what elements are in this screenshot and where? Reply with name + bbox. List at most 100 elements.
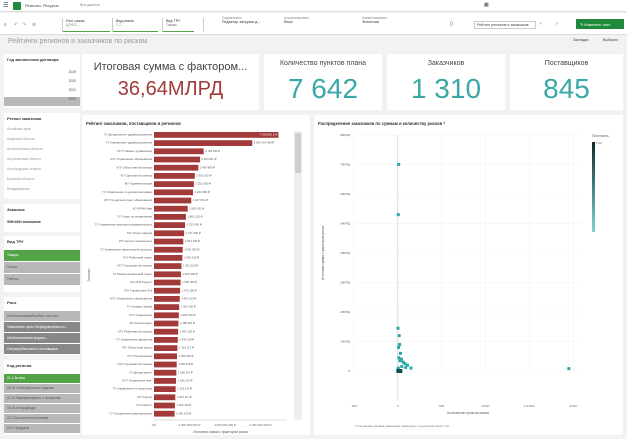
- bar[interactable]: [154, 369, 177, 376]
- kpi-total-sum[interactable]: Итоговая сумма с фактором... 36,64МЛРД: [82, 54, 259, 110]
- edit-sheet-button[interactable]: ✎ Изменить лист: [576, 19, 624, 29]
- scatter-point[interactable]: [398, 342, 402, 346]
- next-sheet-icon[interactable]: ›: [556, 21, 558, 27]
- selection-chip[interactable]: Вид ТРУ Товары: [162, 18, 204, 32]
- bar[interactable]: [154, 345, 178, 351]
- list-item[interactable]: 05.18 Хлебобулочные изделия: [4, 384, 80, 393]
- bar[interactable]: [154, 263, 182, 269]
- bar[interactable]: [154, 181, 194, 187]
- list-item[interactable]: Необоснованная выдача...: [4, 333, 80, 343]
- bar[interactable]: [154, 271, 181, 278]
- scatter-point[interactable]: [404, 365, 408, 369]
- list-item[interactable]: Необоснованный выбор способа...: [4, 311, 80, 321]
- list-item[interactable]: Астраханская область: [7, 157, 42, 161]
- bar[interactable]: [154, 222, 186, 228]
- bar[interactable]: [154, 287, 181, 294]
- smart-search-icon[interactable]: ⌕: [4, 22, 7, 28]
- list-item[interactable]: Алтайский край: [7, 127, 31, 131]
- list-item[interactable]: 2021: [68, 88, 76, 92]
- list-item[interactable]: 03.4 Продукты: [4, 424, 80, 433]
- bar[interactable]: [154, 410, 175, 417]
- sheet-search[interactable]: Рейтинг регионов и заказчиков: [474, 21, 536, 29]
- bar[interactable]: [154, 140, 253, 146]
- kpi-plan-items[interactable]: Количество пунктов плана 7 642: [264, 54, 382, 110]
- list-item[interactable]: 02.3 Высокотехнологичная: [4, 414, 80, 423]
- scatter-point[interactable]: [409, 366, 413, 370]
- bar[interactable]: [154, 230, 185, 237]
- customer-value[interactable]: ФИНАНИ заказчиков: [7, 220, 41, 224]
- list-item[interactable]: Сверхприбыльность поставщика...: [4, 344, 80, 354]
- bar[interactable]: [154, 304, 180, 310]
- selection-chip[interactable]: Вид разом Т-Т...: [112, 18, 162, 32]
- step-forward-icon[interactable]: ↷: [22, 22, 27, 28]
- menu-icon[interactable]: ☰: [3, 3, 9, 9]
- scatter-point[interactable]: [405, 363, 409, 367]
- scatter-point[interactable]: [398, 351, 402, 355]
- bar[interactable]: [154, 394, 176, 401]
- bar[interactable]: [154, 378, 176, 384]
- list-item[interactable]: 05.03 Спецодежда: [4, 404, 80, 413]
- bookmark-icon[interactable]: ▯: [450, 21, 453, 27]
- selection-chip[interactable]: Итог разом Ц.РФ.С...: [62, 18, 112, 32]
- bar-chart[interactable]: Рейтинг заказчиков, поставщиков и регион…: [82, 115, 310, 435]
- bookmarks-button[interactable]: Закладки: [573, 38, 589, 42]
- bar[interactable]: [154, 246, 183, 253]
- bar[interactable]: [154, 386, 176, 392]
- prev-sheet-icon[interactable]: ‹: [540, 21, 542, 27]
- bar[interactable]: [154, 205, 188, 212]
- step-back-icon[interactable]: ↶: [14, 22, 19, 28]
- list-item-selected[interactable]: 2022: [4, 97, 80, 106]
- list-item-selected[interactable]: Товары: [4, 250, 80, 261]
- selections-button[interactable]: Выборки: [603, 38, 618, 42]
- bar[interactable]: [154, 353, 178, 360]
- bar[interactable]: [154, 312, 179, 319]
- bar[interactable]: [154, 148, 204, 155]
- bar[interactable]: [154, 361, 177, 368]
- bar[interactable]: [154, 296, 180, 302]
- kpi-customers[interactable]: Заказчиков 1 310: [387, 54, 505, 110]
- list-item[interactable]: 2020: [68, 79, 76, 83]
- scatter-point[interactable]: [398, 359, 402, 363]
- bar[interactable]: [154, 320, 179, 327]
- scatter-point[interactable]: [396, 326, 400, 330]
- bar[interactable]: [154, 156, 201, 163]
- field-comment[interactable]: Комментировать Значения: [362, 16, 387, 24]
- bar[interactable]: [154, 214, 186, 220]
- bar[interactable]: [154, 337, 178, 343]
- bar[interactable]: [154, 238, 184, 245]
- scatter-point[interactable]: [567, 367, 571, 371]
- list-item[interactable]: 01.01 Фармпрепараты и лекарства: [4, 394, 80, 403]
- bar[interactable]: [154, 173, 195, 179]
- clear-all-icon[interactable]: ⊗: [32, 22, 37, 28]
- list-item[interactable]: Услуги: [4, 262, 80, 273]
- list-item[interactable]: Архангельская область: [7, 147, 43, 151]
- list-item[interactable]: Завышение цены Непредсказуемость...: [4, 322, 80, 332]
- bar[interactable]: [154, 197, 192, 204]
- bar[interactable]: [154, 328, 179, 335]
- field-actualize[interactable]: Актуализировать Ваш/: [284, 16, 310, 24]
- scatter-point[interactable]: [397, 334, 401, 338]
- list-item[interactable]: Белгородская область: [7, 167, 42, 171]
- bar[interactable]: [154, 255, 183, 261]
- scatter-point[interactable]: [397, 163, 401, 166]
- grid-icon[interactable]: ▦: [484, 2, 489, 8]
- scatter-point[interactable]: [396, 213, 400, 217]
- list-item[interactable]: Работы: [4, 274, 80, 285]
- list-item-selected[interactable]: 01.2.Аптеки: [4, 374, 80, 383]
- scatter-point[interactable]: [403, 362, 407, 366]
- kpi-suppliers[interactable]: Поставщиков 845: [510, 54, 623, 110]
- bar[interactable]: [154, 132, 279, 138]
- scatter-point[interactable]: [397, 345, 401, 349]
- scatter-chart[interactable]: Распределение заказчиков по суммам и кол…: [314, 115, 623, 435]
- list-item[interactable]: Брянская область: [7, 177, 35, 181]
- bar[interactable]: [154, 402, 175, 409]
- scatter-point[interactable]: [397, 356, 401, 360]
- scrollbar[interactable]: [294, 131, 302, 420]
- list-item[interactable]: Владимирская: [7, 187, 30, 191]
- list-item[interactable]: 2019: [68, 70, 76, 74]
- bar[interactable]: [154, 279, 181, 286]
- bar[interactable]: [154, 164, 199, 171]
- bar[interactable]: [154, 189, 194, 196]
- scatter-point[interactable]: [401, 360, 405, 364]
- field-subscriptions[interactable]: Подписались Редактор загрузки д...: [222, 16, 261, 24]
